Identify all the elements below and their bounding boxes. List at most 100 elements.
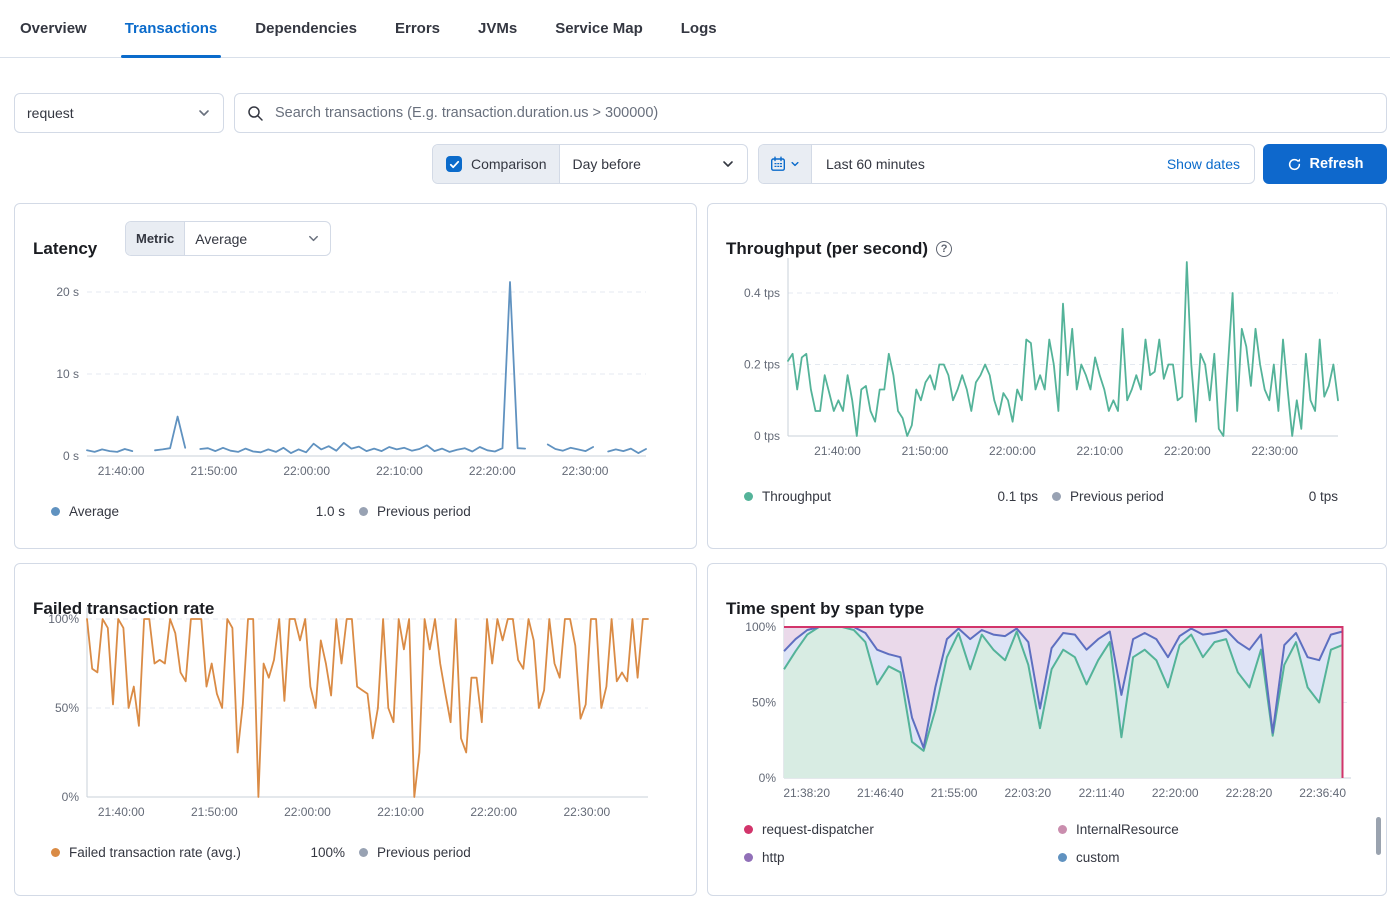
svg-text:22:11:40: 22:11:40: [1079, 786, 1125, 800]
svg-text:22:10:00: 22:10:00: [376, 464, 423, 478]
legend-item-previous-period: Previous period: [359, 504, 659, 519]
tab-logs[interactable]: Logs: [680, 20, 717, 37]
comparison-toggle: Comparison: [433, 145, 561, 183]
svg-text:22:10:00: 22:10:00: [1076, 444, 1123, 458]
legend-item-previous-period: Previous period 0 tps: [1052, 489, 1352, 504]
latency-metric-value: Average: [195, 230, 248, 247]
svg-text:21:50:00: 21:50:00: [902, 444, 949, 458]
chevron-down-icon: [199, 110, 209, 116]
comparison-label: Comparison: [471, 156, 547, 172]
throughput-title: Throughput (per second) ?: [726, 239, 953, 259]
latency-metric-control: Metric Average: [125, 221, 332, 256]
legend-dot: [51, 848, 60, 857]
search-icon: [248, 105, 263, 121]
throughput-legend: Throughput 0.1 tps Previous period 0 tps: [744, 489, 1352, 504]
tab-jvms[interactable]: JVMs: [478, 20, 518, 37]
legend-dot: [359, 848, 368, 857]
legend-dot: [744, 825, 753, 834]
legend-label[interactable]: Previous period: [377, 845, 471, 860]
svg-text:0.4 tps: 0.4 tps: [744, 286, 780, 300]
legend-label[interactable]: Failed transaction rate (avg.): [69, 845, 241, 860]
svg-text:0.2 tps: 0.2 tps: [744, 358, 780, 372]
svg-text:0 tps: 0 tps: [754, 429, 780, 443]
legend-label[interactable]: Previous period: [1070, 489, 1164, 504]
time-range-value[interactable]: Last 60 minutes: [826, 156, 925, 172]
svg-text:21:50:00: 21:50:00: [191, 805, 238, 819]
latency-metric-select[interactable]: Average: [185, 222, 330, 255]
tab-transactions[interactable]: Transactions: [120, 0, 221, 58]
legend-label[interactable]: Average: [69, 504, 120, 519]
comparison-control: Comparison Day before: [432, 144, 748, 184]
transaction-type-select[interactable]: request: [14, 93, 224, 133]
svg-text:21:50:00: 21:50:00: [191, 464, 238, 478]
svg-text:22:10:00: 22:10:00: [377, 805, 424, 819]
comparison-period-value: Day before: [572, 156, 641, 172]
legend-item-request-dispatcher: request-dispatcher: [744, 822, 874, 837]
legend-dot: [1052, 492, 1061, 501]
legend-dot: [744, 492, 753, 501]
latency-chart[interactable]: 0 s 10 s 20 s 21:40:00 21:50:00 22:00:00 22:10…: [15, 204, 696, 484]
search-transactions-input[interactable]: [273, 104, 1374, 122]
tab-overview[interactable]: Overview: [20, 20, 87, 37]
legend-value: 0 tps: [1308, 489, 1338, 504]
chevron-down-icon: [791, 161, 799, 167]
comparison-period-select[interactable]: Day before: [560, 156, 747, 172]
time-range-display: Last 60 minutes Show dates: [812, 156, 1254, 172]
legend-dot: [1058, 853, 1067, 862]
quick-select-menu-button[interactable]: [759, 145, 812, 183]
throughput-chart[interactable]: 0 tps 0.2 tps 0.4 tps 21:40:00 21:50:00 22:00…: [708, 204, 1386, 474]
legend-item-throughput: Throughput 0.1 tps: [744, 489, 1052, 504]
legend-item-http: http: [744, 850, 785, 865]
refresh-icon: [1288, 158, 1300, 170]
search-transactions-box: [234, 93, 1387, 133]
svg-text:22:28:20: 22:28:20: [1226, 786, 1273, 800]
refresh-label: Refresh: [1309, 156, 1364, 172]
tab-errors[interactable]: Errors: [394, 20, 441, 37]
top-tab-bar: Overview Transactions Dependencies Errors JV…: [0, 0, 1390, 58]
comparison-checkbox[interactable]: [446, 156, 462, 172]
svg-text:50%: 50%: [752, 696, 776, 710]
failed-transaction-rate-card: Failed transaction rate 0% 50% 100% 21:40:0…: [14, 563, 697, 896]
tab-dependencies[interactable]: Dependencies: [255, 20, 357, 37]
legend-label[interactable]: request-dispatcher: [762, 822, 874, 837]
latency-card: Latency Metric Average 0 s 10 s 20 s 21:40:…: [14, 203, 697, 549]
svg-text:21:40:00: 21:40:00: [98, 805, 145, 819]
svg-text:21:40:00: 21:40:00: [98, 464, 145, 478]
legend-label[interactable]: Throughput: [762, 489, 832, 504]
legend-label[interactable]: custom: [1076, 850, 1120, 865]
time-spent-chart[interactable]: 0% 50% 100% 21:38:20 21:46:40 21:55:00 22:03:2…: [708, 564, 1386, 814]
failed-rate-chart[interactable]: 0% 50% 100% 21:40:00 21:50:00 22:00:00 22:10:0…: [15, 564, 696, 834]
metric-label: Metric: [126, 222, 186, 255]
svg-text:22:30:00: 22:30:00: [562, 464, 609, 478]
svg-text:100%: 100%: [48, 612, 79, 626]
svg-text:22:20:00: 22:20:00: [1152, 786, 1199, 800]
svg-text:21:55:00: 21:55:00: [931, 786, 978, 800]
chevron-down-icon: [723, 161, 733, 167]
failed-rate-title: Failed transaction rate: [33, 599, 215, 619]
legend-label[interactable]: Previous period: [377, 504, 471, 519]
svg-text:22:00:00: 22:00:00: [989, 444, 1036, 458]
chevron-down-icon: [309, 235, 319, 242]
transaction-type-value: request: [27, 105, 74, 121]
refresh-button[interactable]: Refresh: [1263, 144, 1387, 184]
svg-text:0%: 0%: [62, 790, 80, 804]
svg-text:10 s: 10 s: [56, 367, 79, 381]
legend-label[interactable]: InternalResource: [1076, 822, 1179, 837]
svg-text:21:46:40: 21:46:40: [857, 786, 904, 800]
legend-label[interactable]: http: [762, 850, 785, 865]
legend-dot: [359, 507, 368, 516]
time-spent-title: Time spent by span type: [726, 599, 925, 619]
legend-value: 1.0 s: [315, 504, 345, 519]
legend-value: 100%: [310, 845, 345, 860]
calendar-icon: [771, 156, 786, 171]
svg-text:22:20:00: 22:20:00: [1164, 444, 1211, 458]
show-dates-link[interactable]: Show dates: [1166, 156, 1240, 172]
svg-text:20 s: 20 s: [56, 285, 79, 299]
tab-service-map[interactable]: Service Map: [555, 20, 643, 37]
help-icon[interactable]: ?: [936, 241, 953, 258]
time-spent-by-span-type-card: Time spent by span type 0% 50% 100% 21:38:2…: [707, 563, 1387, 896]
svg-text:22:03:20: 22:03:20: [1004, 786, 1051, 800]
legend-scrollbar[interactable]: [1376, 817, 1381, 855]
legend-dot: [51, 507, 60, 516]
